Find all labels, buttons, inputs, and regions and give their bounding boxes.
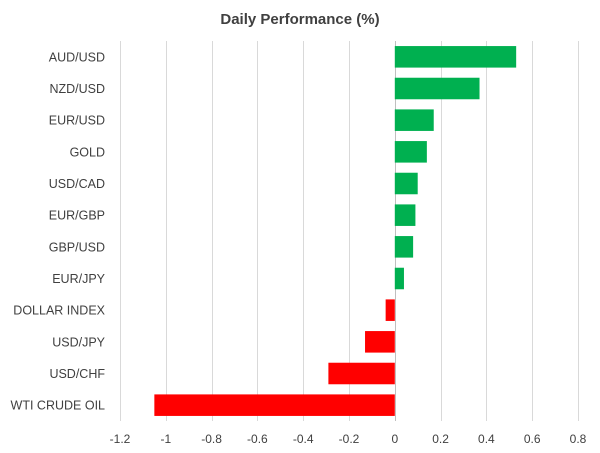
x-tick-label: -0.8 [201, 432, 222, 446]
x-axis-ticks: -1.2 -1 -0.8 -0.6 -0.4 -0.2 0 0.2 0.4 0.6 0.8 [110, 432, 587, 446]
x-tick-label: -0.4 [293, 432, 314, 446]
chart-title: Daily Performance (%) [220, 11, 379, 28]
category-label: EUR/JPY [52, 272, 105, 286]
category-label: AUD/USD [49, 50, 105, 64]
category-labels: AUD/USD NZD/USD EUR/USD GOLD USD/CAD EUR/GBP G… [11, 50, 106, 412]
bar-wti-crude-oil [154, 394, 395, 416]
category-label: USD/CAD [49, 177, 105, 191]
bar-eur-gbp [394, 204, 416, 226]
grid-layer [120, 41, 579, 421]
category-label: USD/CHF [49, 367, 105, 381]
bar-usd-cad [394, 172, 418, 195]
x-tick-label: -1.2 [110, 432, 131, 446]
bar-nzd-usd [394, 77, 480, 100]
category-label: NZD/USD [49, 82, 105, 96]
category-label: GOLD [70, 145, 105, 159]
category-label: USD/JPY [52, 335, 105, 349]
bar-eur-jpy [394, 267, 404, 290]
bar-eur-usd [394, 109, 434, 131]
x-tick-label: 0.6 [524, 432, 541, 446]
bar-gbp-usd [394, 236, 414, 258]
category-label: DOLLAR INDEX [13, 304, 105, 318]
category-label: GBP/USD [49, 240, 105, 254]
x-tick-label: -0.6 [247, 432, 268, 446]
x-tick-label: -0.2 [339, 432, 360, 446]
x-tick-label: -1 [160, 432, 171, 446]
x-tick-label: 0 [391, 432, 398, 446]
category-label: EUR/USD [49, 114, 105, 128]
bar-layer [154, 46, 517, 416]
category-label: WTI CRUDE OIL [11, 399, 105, 413]
x-tick-label: 0.4 [478, 432, 495, 446]
x-tick-label: 0.2 [432, 432, 449, 446]
bar-aud-usd [394, 46, 517, 68]
bar-dollar-index [385, 299, 395, 321]
category-label: EUR/GBP [49, 209, 105, 223]
bar-usd-chf [328, 362, 395, 385]
x-tick-label: 0.8 [570, 432, 587, 446]
bar-usd-jpy [365, 331, 395, 353]
bar-gold [394, 141, 427, 163]
